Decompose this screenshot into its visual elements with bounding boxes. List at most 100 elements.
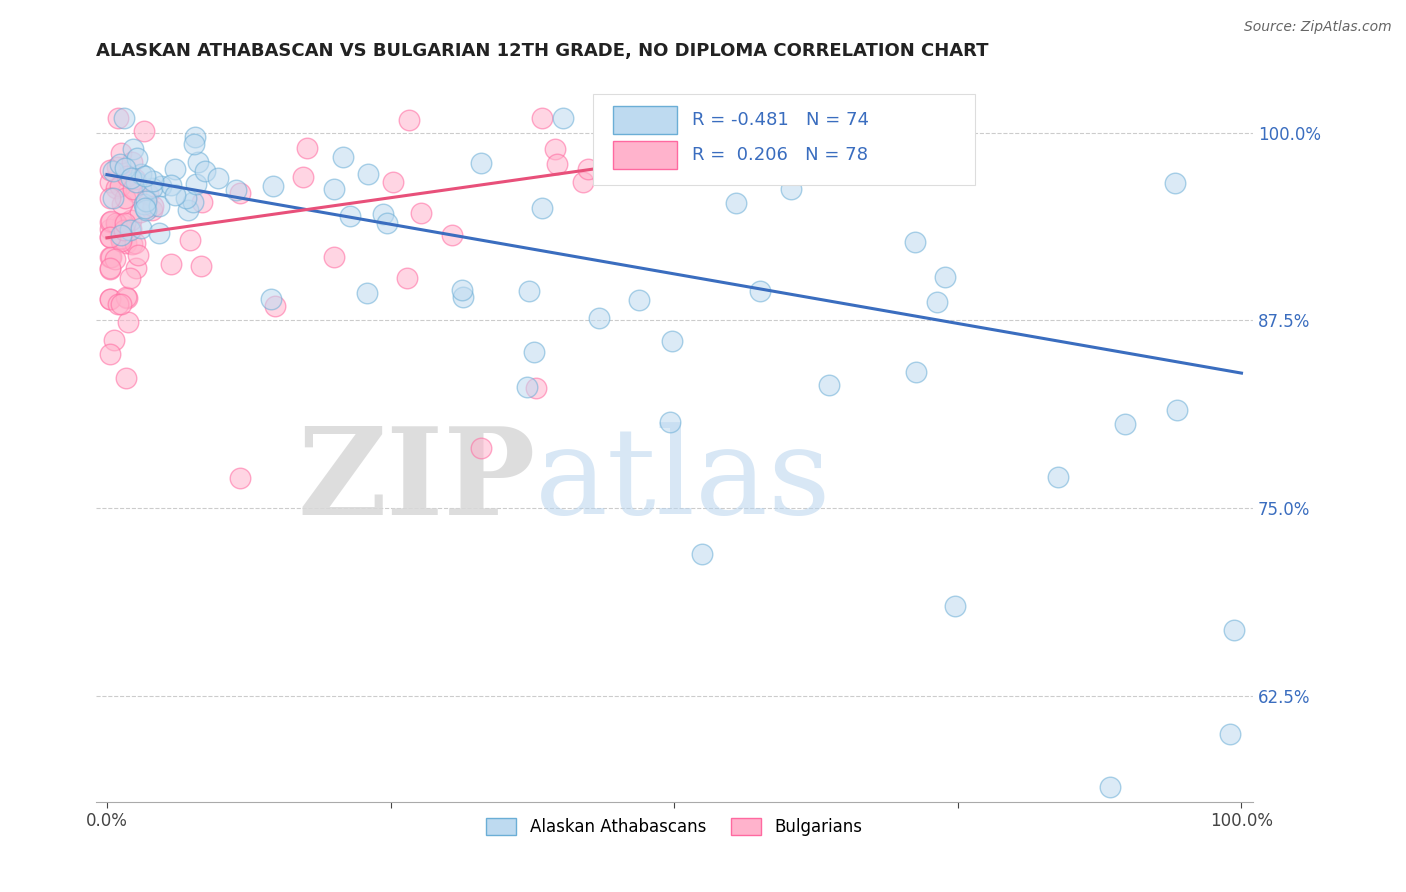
Point	[165, 161, 187, 176]
Point	[160, 257, 183, 271]
Point	[98, 262, 121, 277]
Point	[122, 142, 145, 156]
Point	[194, 164, 217, 178]
Point	[780, 182, 803, 196]
Point	[104, 252, 127, 266]
Point	[225, 183, 247, 197]
Point	[183, 194, 205, 209]
Point	[110, 232, 132, 246]
Text: Source: ZipAtlas.com: Source: ZipAtlas.com	[1244, 20, 1392, 34]
Point	[377, 216, 399, 230]
Point	[356, 286, 378, 301]
Point	[925, 295, 948, 310]
Point	[470, 442, 492, 456]
Point	[127, 151, 149, 165]
Point	[179, 233, 201, 247]
Point	[120, 171, 142, 186]
Text: ALASKAN ATHABASCAN VS BULGARIAN 12TH GRADE, NO DIPLOMA CORRELATION CHART: ALASKAN ATHABASCAN VS BULGARIAN 12TH GRA…	[96, 42, 988, 60]
Point	[98, 163, 121, 178]
Point	[117, 315, 139, 329]
Point	[134, 169, 156, 184]
Point	[127, 248, 149, 262]
Point	[183, 136, 205, 151]
Point	[98, 191, 121, 205]
Point	[98, 229, 121, 244]
Point	[120, 222, 142, 236]
Point	[934, 269, 956, 284]
Point	[115, 291, 138, 305]
Point	[114, 161, 136, 175]
Point	[1047, 469, 1070, 483]
Point	[108, 157, 131, 171]
Point	[105, 216, 128, 230]
Point	[264, 298, 287, 312]
Point	[588, 311, 610, 326]
Point	[111, 196, 134, 211]
Point	[322, 181, 344, 195]
Point	[160, 178, 183, 193]
Point	[117, 169, 139, 183]
Point	[112, 111, 135, 125]
Point	[183, 129, 205, 144]
Point	[451, 290, 474, 304]
Point	[395, 271, 418, 285]
Point	[114, 235, 136, 250]
Point	[576, 162, 599, 177]
Point	[572, 175, 595, 189]
Point	[441, 227, 464, 242]
Point	[110, 178, 132, 193]
Point	[125, 185, 148, 199]
Point	[725, 196, 748, 211]
Point	[101, 164, 124, 178]
Point	[124, 175, 146, 189]
Point	[134, 196, 156, 211]
Point	[1114, 417, 1136, 431]
Text: R = -0.481   N = 74: R = -0.481 N = 74	[692, 111, 869, 128]
Point	[103, 334, 125, 348]
Point	[114, 216, 136, 230]
Point	[690, 547, 713, 561]
Point	[524, 381, 547, 395]
Point	[105, 218, 128, 232]
Point	[544, 142, 567, 156]
Point	[148, 226, 170, 240]
Point	[1219, 727, 1241, 741]
Point	[141, 202, 163, 217]
Bar	[613, 106, 676, 134]
Point	[98, 174, 121, 188]
Point	[470, 156, 492, 170]
Point	[124, 171, 146, 186]
Point	[228, 471, 250, 485]
Point	[531, 111, 554, 125]
Point	[98, 222, 121, 236]
Point	[110, 235, 132, 249]
Point	[100, 214, 122, 228]
Point	[517, 285, 540, 299]
Point	[134, 201, 156, 215]
Point	[371, 207, 394, 221]
Point	[120, 212, 142, 227]
Point	[174, 191, 197, 205]
Point	[184, 177, 207, 191]
Point	[187, 154, 209, 169]
Point	[98, 215, 121, 229]
Point	[551, 111, 574, 125]
Point	[120, 271, 142, 285]
Point	[129, 205, 152, 219]
Point	[98, 260, 121, 275]
Point	[112, 222, 135, 236]
Point	[163, 187, 186, 202]
Point	[357, 167, 380, 181]
Point	[292, 169, 315, 184]
Point	[450, 283, 472, 297]
Point	[818, 378, 841, 392]
Point	[659, 415, 682, 429]
Point	[105, 160, 128, 174]
FancyBboxPatch shape	[593, 95, 976, 186]
Point	[148, 199, 170, 213]
Point	[409, 205, 432, 219]
Point	[1164, 176, 1187, 190]
Text: ZIP: ZIP	[297, 422, 536, 540]
Point	[516, 379, 538, 393]
Point	[661, 334, 683, 348]
